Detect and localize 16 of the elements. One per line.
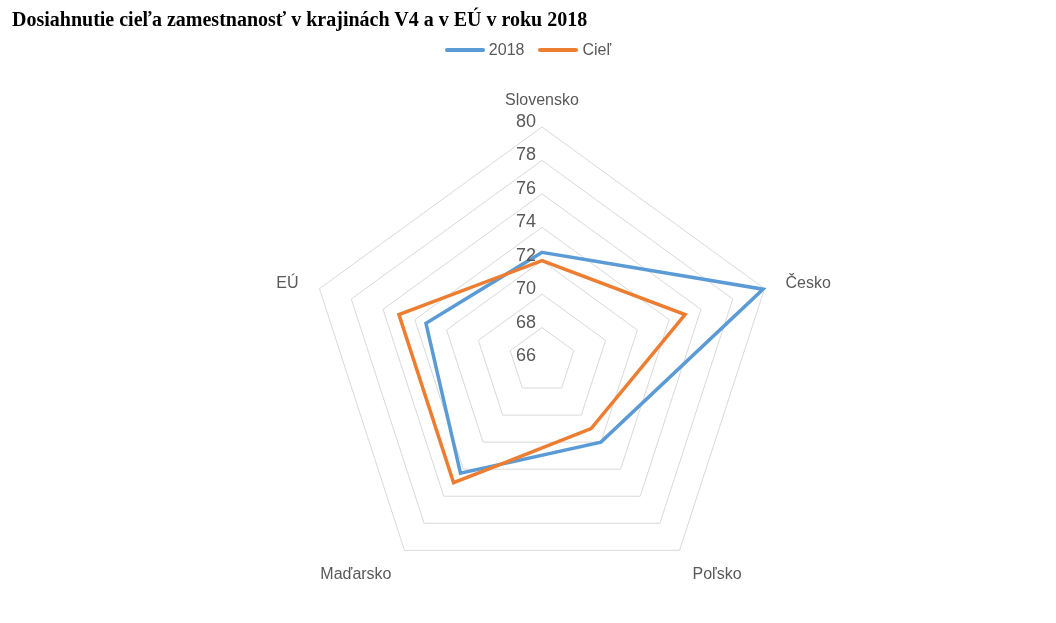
chart-title: Dosiahnutie cieľa zamestnanosť v krajinách V4 a v EÚ v roku 2018 (11, 8, 589, 31)
spoke-label: Maďarsko (320, 565, 392, 583)
spoke-label: Slovensko (505, 91, 580, 108)
spoke-label: Česko (785, 272, 831, 291)
y-tick-label: 70 (515, 278, 536, 299)
y-tick-label: 78 (515, 144, 536, 165)
y-tick-label: 72 (515, 244, 536, 265)
y-tick-label: 66 (515, 345, 536, 365)
legend-label: 2018 (487, 41, 525, 59)
legend-label: Cieľ (581, 41, 612, 59)
spoke-label: Poľsko (692, 565, 742, 583)
spoke-label: EÚ (276, 272, 299, 291)
y-tick-label: 76 (515, 177, 536, 198)
y-tick-label: 80 (515, 111, 536, 131)
y-tick-label: 68 (515, 311, 536, 332)
y-tick-label: 74 (515, 211, 536, 232)
